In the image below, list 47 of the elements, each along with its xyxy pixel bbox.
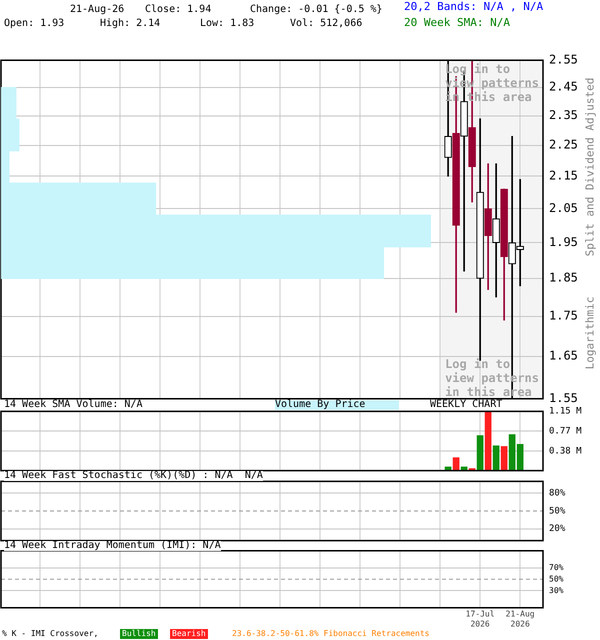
text: Bullish [120, 629, 158, 639]
chart-title: 14 Week Fast Stochastic (%K)(%D) : N/A N/A [4, 470, 263, 481]
text: High: 2.14 [100, 18, 160, 30]
y-tick-label: 1.65 [549, 348, 578, 362]
y-tick-label: 1.15 M [549, 406, 582, 417]
text: Vol: 512,066 [290, 18, 362, 30]
y-tick-label: 1.95 [549, 234, 578, 249]
y-tick-label: 30% [549, 586, 564, 595]
y-axis-title: Split and Dividend Adjusted [582, 78, 596, 256]
y-tick-label: 1.85 [549, 270, 578, 285]
bar [484, 411, 492, 471]
chart-title: 14 Week SMA Volume: N/A [4, 399, 142, 410]
y-tick-label: 1.75 [549, 308, 578, 322]
y-tick-label: 0.38 M [549, 446, 582, 456]
y-tick-label: 1.55 [549, 390, 578, 405]
text: % K - IMI Crossover, [2, 629, 98, 639]
y-tick-label: 2.15 [549, 168, 578, 182]
y-tick-label: 20% [549, 524, 566, 534]
y-tick-label: 0.77 M [549, 426, 582, 436]
y-tick-label: 80% [549, 488, 566, 499]
y-tick-label: 2.05 [549, 200, 578, 215]
y-tick-label: 2.35 [549, 108, 578, 122]
y-tick-label: 2.25 [549, 137, 578, 152]
chart-title: 14 Week Intraday Momentum (IMI): N/A [4, 540, 221, 551]
text: 23.6-38.2-50-61.8% Fibonacci Retracements [232, 629, 430, 639]
text: Close: 1.94 [145, 4, 212, 16]
x-tick-label: 21-Aug 2026 [506, 610, 535, 628]
text: Change: -0.01 {-0.5 %} [250, 4, 382, 16]
y-tick-label: 2.55 [549, 52, 578, 66]
y-tick-label: 50% [549, 506, 566, 516]
text: Bearish [170, 629, 208, 639]
text: Open: 1.93 [4, 18, 64, 30]
y-tick-label: 2.45 [549, 80, 578, 94]
bar [476, 435, 484, 471]
bar [492, 446, 500, 471]
y-tick-label: 50% [549, 574, 564, 584]
text: Logarithmic [582, 296, 596, 370]
text: WEEKLY CHART [430, 399, 502, 410]
text: 21-Aug-26 [70, 4, 124, 16]
text: Low: 1.83 [200, 18, 254, 30]
bar [500, 446, 508, 471]
y-tick-label: 70% [549, 562, 564, 572]
x-tick-label: 17-Jul 2026 [466, 610, 495, 628]
text: 20 Week SMA: N/A [404, 16, 510, 29]
bar [452, 457, 460, 471]
text: 20,2 Bands: N/A , N/A [404, 0, 544, 13]
text: Volume By Price [275, 399, 399, 410]
